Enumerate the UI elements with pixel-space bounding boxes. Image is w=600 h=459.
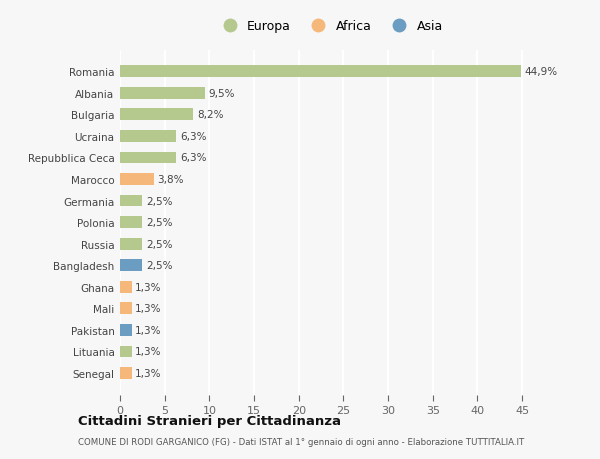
Text: 1,3%: 1,3% <box>135 368 161 378</box>
Bar <box>120 217 142 229</box>
Text: 1,3%: 1,3% <box>135 325 161 335</box>
Legend: Europa, Africa, Asia: Europa, Africa, Asia <box>212 16 448 39</box>
Bar <box>120 238 142 250</box>
Text: 6,3%: 6,3% <box>180 153 206 163</box>
Text: 1,3%: 1,3% <box>135 282 161 292</box>
Bar <box>120 88 205 100</box>
Text: 2,5%: 2,5% <box>146 261 172 271</box>
Bar <box>120 367 131 379</box>
Bar <box>120 195 142 207</box>
Text: 6,3%: 6,3% <box>180 132 206 141</box>
Text: 1,3%: 1,3% <box>135 347 161 357</box>
Text: 3,8%: 3,8% <box>158 174 184 185</box>
Text: Cittadini Stranieri per Cittadinanza: Cittadini Stranieri per Cittadinanza <box>78 414 341 428</box>
Bar <box>120 152 176 164</box>
Text: 9,5%: 9,5% <box>208 89 235 99</box>
Bar <box>120 324 131 336</box>
Bar <box>120 346 131 358</box>
Text: 2,5%: 2,5% <box>146 218 172 228</box>
Bar <box>120 303 131 314</box>
Text: COMUNE DI RODI GARGANICO (FG) - Dati ISTAT al 1° gennaio di ogni anno - Elaboraz: COMUNE DI RODI GARGANICO (FG) - Dati IST… <box>78 437 524 446</box>
Bar <box>120 66 521 78</box>
Bar <box>120 131 176 142</box>
Text: 44,9%: 44,9% <box>525 67 558 77</box>
Text: 8,2%: 8,2% <box>197 110 223 120</box>
Bar <box>120 260 142 272</box>
Bar <box>120 281 131 293</box>
Text: 2,5%: 2,5% <box>146 239 172 249</box>
Text: 1,3%: 1,3% <box>135 304 161 313</box>
Text: 2,5%: 2,5% <box>146 196 172 206</box>
Bar <box>120 174 154 185</box>
Bar <box>120 109 193 121</box>
